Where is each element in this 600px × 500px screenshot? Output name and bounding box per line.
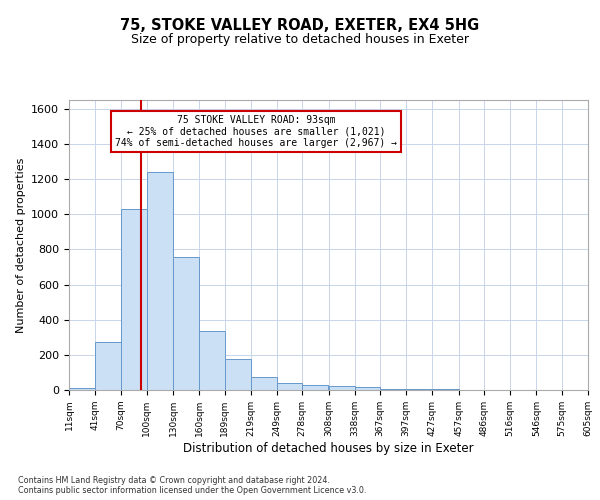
Text: 75 STOKE VALLEY ROAD: 93sqm
← 25% of detached houses are smaller (1,021)
74% of : 75 STOKE VALLEY ROAD: 93sqm ← 25% of det…	[115, 115, 397, 148]
Bar	[147, 172, 173, 390]
Bar	[121, 209, 147, 390]
Text: Size of property relative to detached houses in Exeter: Size of property relative to detached ho…	[131, 32, 469, 46]
Bar	[224, 358, 251, 390]
Text: 75, STOKE VALLEY ROAD, EXETER, EX4 5HG: 75, STOKE VALLEY ROAD, EXETER, EX4 5HG	[121, 18, 479, 32]
Y-axis label: Number of detached properties: Number of detached properties	[16, 158, 26, 332]
Text: Contains HM Land Registry data © Crown copyright and database right 2024.
Contai: Contains HM Land Registry data © Crown c…	[18, 476, 367, 495]
Bar	[95, 342, 121, 390]
Bar	[173, 258, 199, 390]
Bar	[380, 389, 406, 390]
Bar	[199, 331, 224, 390]
Bar	[329, 386, 355, 390]
Bar	[277, 382, 302, 390]
Bar	[69, 388, 95, 390]
Bar	[302, 384, 329, 390]
X-axis label: Distribution of detached houses by size in Exeter: Distribution of detached houses by size …	[183, 442, 474, 454]
Bar	[406, 389, 433, 390]
Bar	[355, 388, 380, 390]
Bar	[251, 377, 277, 390]
